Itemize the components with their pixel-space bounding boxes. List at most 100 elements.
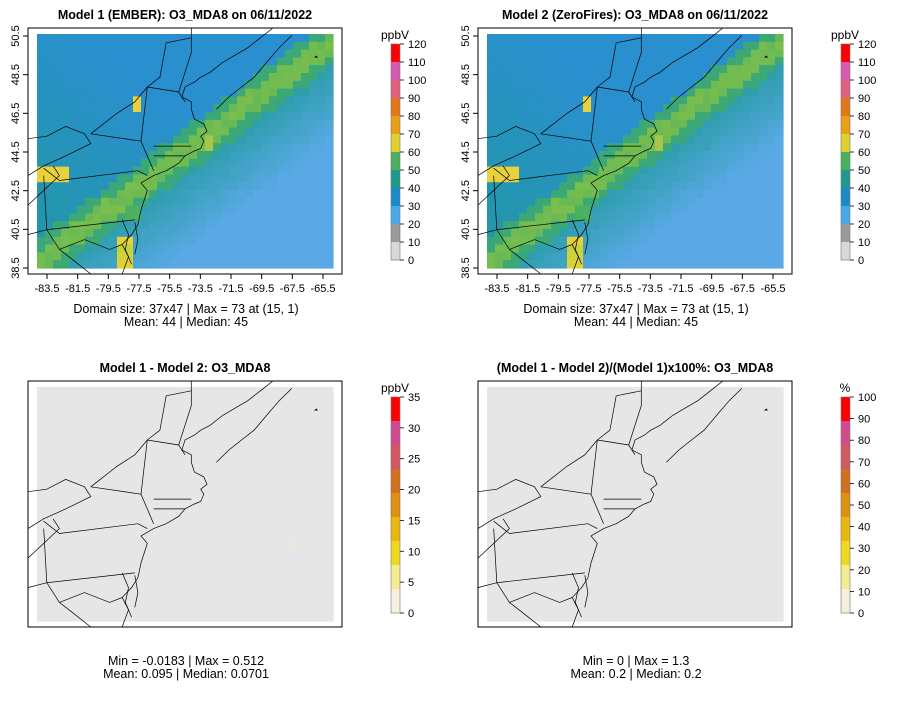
legend-tick-label: 40: [858, 522, 870, 534]
legend-unit: ppbV: [831, 28, 859, 42]
lon-tick-label: -65.5: [310, 283, 335, 295]
legend-tick-label: 60: [858, 478, 870, 490]
legend-tick-label: 90: [408, 93, 420, 105]
legend-tick-label: 80: [408, 111, 420, 123]
panel-title: Model 2 (ZeroFires): O3_MDA8 on 06/11/20…: [501, 8, 769, 22]
lat-tick-label: 40.5: [10, 219, 22, 240]
lon-tick-label: -75.5: [607, 283, 632, 295]
data-grid: [37, 387, 334, 622]
legend-unit: %: [840, 381, 851, 395]
legend-tick-label: 20: [408, 219, 420, 231]
lon-tick-label: -73.5: [188, 283, 213, 295]
data-grid: [37, 34, 334, 269]
legend-tick-label: 70: [858, 129, 870, 141]
stats-line-2: Mean: 44 | Median: 45: [123, 315, 249, 329]
axes: -83.5 -81.5 -79.5 -77.5 -75.5 -73.5 -71.5 -69.5…: [460, 25, 786, 295]
state-boundaries: [477, 27, 743, 275]
stats-line-1: Domain size: 37x47 | Max = 73 at (15, 1): [73, 302, 299, 316]
lon-tick-label: -83.5: [34, 283, 59, 295]
lon-tick-label: -81.5: [65, 283, 90, 295]
lon-tick-label: -77.5: [126, 283, 151, 295]
legend-tick-label: 10: [858, 586, 870, 598]
lon-tick-label: -83.5: [484, 283, 509, 295]
stats-line-1: Domain size: 37x47 | Max = 73 at (15, 1): [523, 302, 749, 316]
legend-tick-label: 30: [858, 201, 870, 213]
lon-tick-label: -71.5: [668, 283, 693, 295]
legend-tick-label: 80: [858, 111, 870, 123]
ozone-map: -83.5 -81.5 -79.5 -77.5 -75.5 -73.5 -71.5 -69.5…: [460, 25, 876, 295]
legend-tick-label: 0: [408, 255, 414, 267]
legend-tick-label: 10: [858, 237, 870, 249]
axes: -83.5 -81.5 -79.5 -77.5 -75.5 -73.5 -71.5 -69.5…: [10, 25, 336, 295]
legend-tick-label: 25: [408, 454, 420, 466]
lon-tick-label: -67.5: [280, 283, 305, 295]
lon-tick-label: -71.5: [218, 283, 243, 295]
lon-tick-label: -69.5: [699, 283, 724, 295]
legend-tick-label: 20: [858, 219, 870, 231]
lon-tick-label: -73.5: [638, 283, 663, 295]
legend-tick-label: 80: [858, 435, 870, 447]
panel-model1: Model 1 (EMBER): O3_MDA8 on 06/11/2022 -…: [0, 0, 450, 340]
panel-percent-difference: (Model 1 - Model 2)/(Model 1)x100%: O3_M…: [450, 353, 900, 706]
legend-tick-label: 30: [408, 201, 420, 213]
legend-tick-label: 120: [858, 39, 876, 51]
legend-unit: ppbV: [381, 381, 409, 395]
legend-tick-label: 40: [858, 183, 870, 195]
stats-line-1: Min = 0 | Max = 1.3: [582, 654, 690, 668]
legend-tick-label: 70: [858, 457, 870, 469]
colorbar-legend: % 0 10 20 30 40 50 60 70 80 90 100: [840, 381, 877, 620]
panel-title: (Model 1 - Model 2)/(Model 1)x100%: O3_M…: [496, 361, 774, 375]
lon-tick-label: -77.5: [576, 283, 601, 295]
legend-tick-label: 30: [408, 423, 420, 435]
colorbar-legend: ppbV 0 10 20 30 40 50 60 70 80 90 100 110 120: [381, 28, 426, 267]
panel-title: Model 1 (EMBER): O3_MDA8 on 06/11/2022: [57, 8, 313, 22]
lon-tick-label: -79.5: [546, 283, 571, 295]
panel-title: Model 1 - Model 2: O3_MDA8: [99, 361, 271, 375]
legend-tick-label: 20: [858, 565, 870, 577]
legend-tick-label: 90: [858, 93, 870, 105]
lon-tick-label: -75.5: [157, 283, 182, 295]
state-boundaries: [27, 27, 293, 275]
lat-tick-label: 40.5: [460, 219, 472, 240]
legend-tick-label: 35: [408, 392, 420, 404]
difference-map: ppbV 0 5 10 15 20 25 30 35: [27, 380, 420, 628]
lon-tick-label: -81.5: [515, 283, 540, 295]
legend-tick-label: 100: [858, 75, 876, 87]
legend-tick-label: 50: [408, 165, 420, 177]
legend-tick-label: 10: [408, 546, 420, 558]
lon-tick-label: -79.5: [96, 283, 121, 295]
colorbar-legend: ppbV 0 5 10 15 20 25 30 35: [381, 381, 420, 620]
lon-tick-label: -69.5: [249, 283, 274, 295]
lat-tick-label: 48.5: [10, 64, 22, 85]
percent-difference-map: % 0 10 20 30 40 50 60 70 80 90 100: [477, 380, 877, 628]
legend-tick-label: 0: [858, 608, 864, 620]
legend-tick-label: 40: [408, 183, 420, 195]
stats-line-2: Mean: 0.095 | Median: 0.0701: [103, 667, 269, 681]
legend-tick-label: 70: [408, 129, 420, 141]
lat-tick-label: 46.5: [460, 103, 472, 124]
lat-tick-label: 48.5: [460, 64, 472, 85]
colorbar-legend: ppbV 0 10 20 30 40 50 60 70 80 90 100 110 120: [831, 28, 876, 267]
state-boundaries: [27, 380, 293, 628]
lon-tick-label: -65.5: [760, 283, 785, 295]
legend-tick-label: 20: [408, 485, 420, 497]
lat-tick-label: 50.5: [460, 25, 472, 46]
data-grid: [487, 387, 784, 622]
legend-tick-label: 60: [858, 147, 870, 159]
legend-unit: ppbV: [381, 28, 409, 42]
legend-tick-label: 110: [858, 57, 876, 69]
legend-tick-label: 50: [858, 500, 870, 512]
lon-tick-label: -67.5: [730, 283, 755, 295]
lat-tick-label: 42.5: [460, 180, 472, 201]
data-grid: [487, 34, 784, 269]
lat-tick-label: 38.5: [460, 257, 472, 278]
legend-tick-label: 110: [408, 57, 426, 69]
legend-tick-label: 120: [408, 39, 426, 51]
legend-tick-label: 10: [408, 237, 420, 249]
ozone-map: -83.5 -81.5 -79.5 -77.5 -75.5 -73.5 -71.5 -69.5…: [10, 25, 426, 295]
lat-tick-label: 46.5: [10, 103, 22, 124]
lat-tick-label: 42.5: [10, 180, 22, 201]
legend-tick-label: 50: [858, 165, 870, 177]
lat-tick-label: 38.5: [10, 257, 22, 278]
legend-tick-label: 0: [858, 255, 864, 267]
